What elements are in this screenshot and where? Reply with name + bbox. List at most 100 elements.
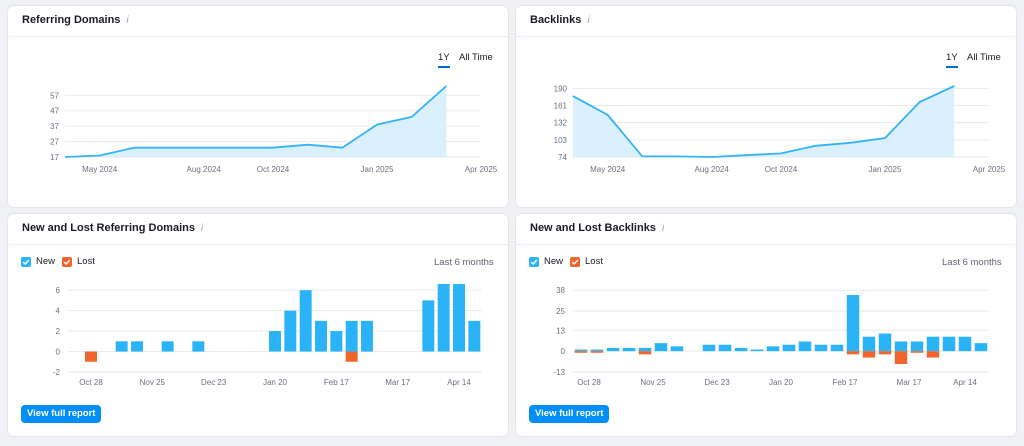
x-tick-label: Jan 20 <box>769 378 794 387</box>
x-tick-label: Feb 17 <box>324 378 349 387</box>
card-header: New and Lost Backlinks i <box>516 214 1016 245</box>
legend-lost[interactable]: Lost <box>62 256 95 267</box>
info-icon[interactable]: i <box>200 223 204 234</box>
legend-new[interactable]: New <box>529 256 563 267</box>
x-tick-label: Apr 2025 <box>465 165 498 174</box>
bar-lost <box>894 351 908 364</box>
bar-new <box>974 343 988 352</box>
x-tick-label: May 2024 <box>590 165 626 174</box>
period-label: Last 6 months <box>434 257 494 268</box>
y-tick-label: 4 <box>56 307 61 316</box>
bar-lost <box>862 351 876 358</box>
tab-1y[interactable]: 1Y <box>438 52 450 68</box>
y-tick-label: 37 <box>50 122 59 131</box>
tab-1y[interactable]: 1Y <box>946 52 958 68</box>
x-tick-label: Dec 23 <box>201 378 227 387</box>
bar-new <box>670 346 684 352</box>
checkbox-lost-icon[interactable] <box>570 256 580 267</box>
backlinks-card: Backlinks i 1Y All Time 74 103 132 161 190 May… <box>516 6 1016 207</box>
bar-new <box>437 284 450 352</box>
bar-new <box>284 310 297 352</box>
bar-new <box>330 331 343 352</box>
bar-new <box>862 336 876 352</box>
card-title: New and Lost Referring Domains i <box>22 222 204 234</box>
y-tick-label: 190 <box>554 84 568 93</box>
referring-domains-chart: 17 27 37 47 57 May 2024 Aug 2024 Oct 2024 Jan 20… <box>50 85 498 174</box>
bar-new <box>422 300 435 352</box>
checkbox-lost-icon[interactable] <box>62 256 72 267</box>
y-tick-label: 74 <box>558 153 567 162</box>
checkbox-new-icon[interactable] <box>21 256 31 267</box>
period-label: Last 6 months <box>942 257 1002 268</box>
y-tick-label: -2 <box>53 368 61 377</box>
bar-new <box>910 341 924 352</box>
bar-lost <box>846 351 860 355</box>
bar-new <box>131 341 143 352</box>
x-tick-label: May 2024 <box>82 165 118 174</box>
new-lost-backlinks-chart: -13 0 13 25 38 Oct 28 Nov 25 Dec 23 Jan 20 Feb 17… <box>553 286 989 387</box>
bar-new <box>782 344 796 352</box>
card-header: Referring Domains i <box>8 6 508 37</box>
x-tick-label: Apr 2025 <box>973 165 1006 174</box>
bar-new <box>878 333 892 352</box>
view-full-report-button[interactable]: View full report <box>529 405 610 423</box>
series-line <box>64 85 447 158</box>
bar-new <box>606 347 620 352</box>
x-tick-label: Nov 25 <box>640 378 666 387</box>
x-tick-label: Oct 28 <box>577 378 601 387</box>
y-tick-label: 0 <box>56 348 61 357</box>
bar-new <box>468 320 481 352</box>
y-tick-label: 13 <box>556 326 565 335</box>
card-title: Referring Domains i <box>22 14 129 26</box>
bar-new <box>361 320 373 352</box>
checkbox-new-icon[interactable] <box>529 256 539 267</box>
bar-new <box>894 341 908 352</box>
bar-new <box>638 347 652 352</box>
y-tick-label: -13 <box>553 368 565 377</box>
bar-new <box>718 344 732 352</box>
x-tick-label: Aug 2024 <box>695 165 730 174</box>
bar-lost <box>85 351 97 362</box>
y-tick-label: 6 <box>56 286 61 295</box>
y-tick-label: 103 <box>554 136 568 145</box>
x-tick-label: Oct 2024 <box>257 165 290 174</box>
bar-new <box>315 320 327 352</box>
bar-lost <box>590 351 604 353</box>
bar-new <box>766 346 780 352</box>
new-lost-referring-domains-chart: -2 0 2 4 6 Oct 28 Nov 25 Dec 23 Jan 20 Feb 17 Mar … <box>53 284 482 387</box>
y-tick-label: 38 <box>556 286 565 295</box>
y-tick-label: 161 <box>554 102 568 111</box>
series-line <box>572 85 955 158</box>
bar-new <box>453 284 465 352</box>
x-tick-label: Jan 2025 <box>869 165 902 174</box>
bar-new <box>161 341 174 352</box>
tab-all-time[interactable]: All Time <box>459 52 493 63</box>
card-title: New and Lost Backlinks i <box>530 222 665 234</box>
view-full-report-button[interactable]: View full report <box>21 405 102 423</box>
y-tick-label: 57 <box>50 91 59 100</box>
x-tick-label: Aug 2024 <box>187 165 222 174</box>
bar-new <box>830 344 844 352</box>
x-tick-label: Mar 17 <box>385 378 410 387</box>
referring-domains-card: Referring Domains i 1Y All Time 17 27 37 47 5… <box>8 6 508 207</box>
info-icon[interactable]: i <box>126 15 129 26</box>
tab-all-time[interactable]: All Time <box>967 52 1001 63</box>
legend-lost[interactable]: Lost <box>570 256 603 267</box>
info-icon[interactable]: i <box>587 15 590 26</box>
bar-new <box>622 347 636 352</box>
info-icon[interactable]: i <box>661 223 665 234</box>
bar-new <box>192 341 205 352</box>
x-tick-label: Jan 2025 <box>361 165 394 174</box>
y-tick-label: 25 <box>556 307 565 316</box>
x-tick-label: Feb 17 <box>833 378 858 387</box>
x-tick-label: Oct 2024 <box>765 165 798 174</box>
y-tick-label: 27 <box>50 138 59 147</box>
legend-new[interactable]: New <box>21 256 55 267</box>
x-tick-label: Nov 25 <box>140 378 166 387</box>
bar-new <box>734 347 748 352</box>
y-tick-label: 132 <box>554 119 568 128</box>
y-tick-label: 17 <box>50 153 59 162</box>
series-area <box>573 86 955 157</box>
bar-new <box>702 344 716 352</box>
y-tick-label: 47 <box>50 107 59 116</box>
